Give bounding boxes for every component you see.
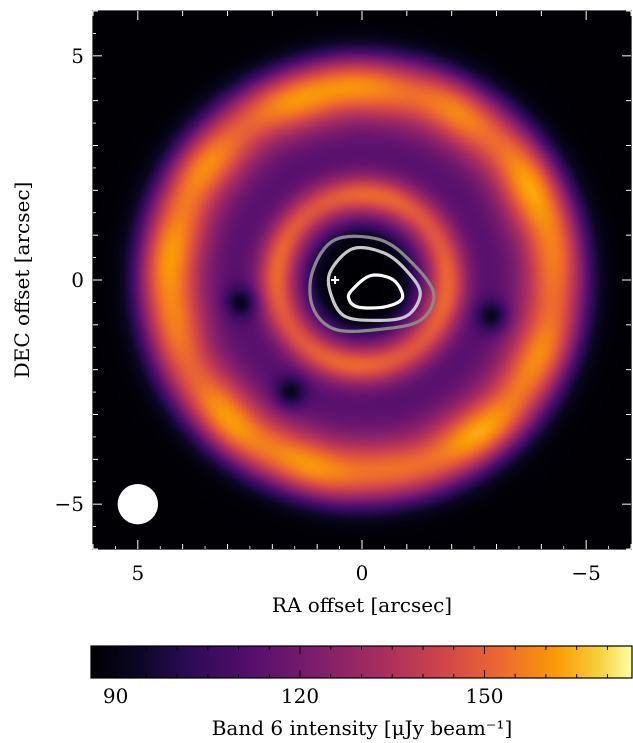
- y-tick-label: −5: [55, 492, 84, 516]
- y-tick-labels: 5 0 −5: [55, 44, 84, 516]
- beam-ellipse: [117, 483, 159, 525]
- x-tick-label: 0: [356, 561, 369, 585]
- star-position-marker: [331, 276, 340, 284]
- colorbar-label: Band 6 intensity [μJy beam⁻¹]: [212, 716, 513, 740]
- marker-layer: [331, 276, 340, 284]
- y-axis-label: DEC offset [arcsec]: [10, 182, 34, 379]
- colorbar-tick-label: 150: [465, 684, 503, 708]
- contour-layer: [308, 234, 436, 333]
- y-tick-label: 5: [71, 44, 84, 68]
- x-tick-label: −5: [571, 561, 600, 585]
- y-tick-label: 0: [71, 268, 84, 292]
- plot-area: [92, 10, 632, 550]
- colorbar-tick-label: 120: [281, 684, 319, 708]
- colorbar: 90 120 150 Band 6 intensity [μJy beam⁻¹]: [90, 645, 633, 740]
- x-tick-label: 5: [131, 561, 144, 585]
- tick-layer: [92, 10, 632, 550]
- contour-line-2: [326, 245, 422, 322]
- contour-line-3: [346, 273, 405, 310]
- colorbar-ticks: 90 120 150: [103, 646, 608, 708]
- contour-line-1: [308, 234, 436, 333]
- colorbar-tick-label: 90: [103, 684, 128, 708]
- colorbar-gradient: [90, 645, 633, 679]
- x-tick-labels: 5 0 −5: [131, 561, 600, 585]
- x-axis-label: RA offset [arcsec]: [272, 593, 452, 617]
